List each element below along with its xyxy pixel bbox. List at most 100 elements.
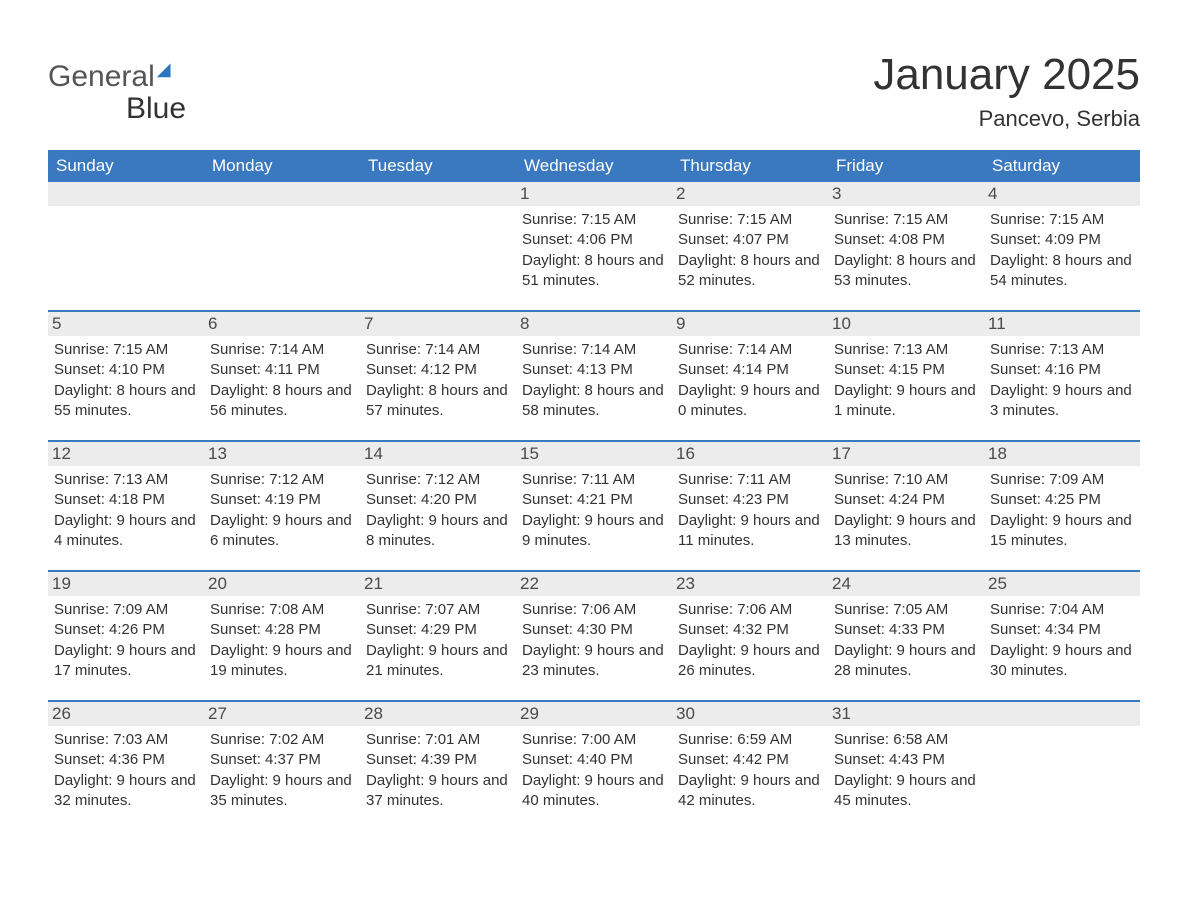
day-details: Sunrise: 7:14 AMSunset: 4:14 PMDaylight:… <box>678 340 822 421</box>
day-details: Sunrise: 7:15 AMSunset: 4:10 PMDaylight:… <box>54 340 198 421</box>
sunset-text: Sunset: 4:32 PM <box>678 620 822 640</box>
sunrise-text: Sunrise: 7:03 AM <box>54 730 198 750</box>
day-number: 15 <box>516 442 672 466</box>
calendar-day: 10 Sunrise: 7:13 AMSunset: 4:15 PMDayligh… <box>828 312 984 440</box>
day-number: . <box>48 182 204 206</box>
day-number: 13 <box>204 442 360 466</box>
daylight-text: Daylight: 9 hours and 13 minutes. <box>834 511 978 552</box>
sunset-text: Sunset: 4:06 PM <box>522 230 666 250</box>
calendar-day: 3Sunrise: 7:15 AMSunset: 4:08 PMDaylight… <box>828 182 984 310</box>
dow-thursday: Thursday <box>672 150 828 182</box>
dow-friday: Friday <box>828 150 984 182</box>
calendar-day: 20Sunrise: 7:08 AMSunset: 4:28 PMDayligh… <box>204 572 360 700</box>
day-number: . <box>204 182 360 206</box>
calendar-day: 26Sunrise: 7:03 AMSunset: 4:36 PMDayligh… <box>48 702 204 830</box>
day-number: 22 <box>516 572 672 596</box>
title-block: January 2025 Pancevo, Serbia <box>873 50 1140 132</box>
day-number: 11 <box>984 312 1140 336</box>
dow-saturday: Saturday <box>984 150 1140 182</box>
calendar-week: 26Sunrise: 7:03 AMSunset: 4:36 PMDayligh… <box>48 700 1140 830</box>
day-number: 3 <box>828 182 984 206</box>
dow-wednesday: Wednesday <box>516 150 672 182</box>
day-number: 18 <box>984 442 1140 466</box>
dow-sunday: Sunday <box>48 150 204 182</box>
day-details: Sunrise: 7:13 AMSunset: 4:15 PMDaylight:… <box>834 340 978 421</box>
daylight-text: Daylight: 9 hours and 8 minutes. <box>366 511 510 552</box>
calendar-day: 8 Sunrise: 7:14 AMSunset: 4:13 PMDaylight… <box>516 312 672 440</box>
day-number: 8 <box>516 312 672 336</box>
daylight-text: Daylight: 9 hours and 23 minutes. <box>522 641 666 682</box>
sunrise-text: Sunrise: 7:09 AM <box>54 600 198 620</box>
sunset-text: Sunset: 4:20 PM <box>366 490 510 510</box>
daylight-text: Daylight: 8 hours and 54 minutes. <box>990 251 1134 292</box>
day-number: 25 <box>984 572 1140 596</box>
day-details: Sunrise: 6:58 AMSunset: 4:43 PMDaylight:… <box>834 730 978 811</box>
sunset-text: Sunset: 4:42 PM <box>678 750 822 770</box>
sunset-text: Sunset: 4:39 PM <box>366 750 510 770</box>
sunset-text: Sunset: 4:43 PM <box>834 750 978 770</box>
day-details: Sunrise: 7:07 AMSunset: 4:29 PMDaylight:… <box>366 600 510 681</box>
day-number: 16 <box>672 442 828 466</box>
sunrise-text: Sunrise: 7:11 AM <box>522 470 666 490</box>
day-details: Sunrise: 7:05 AMSunset: 4:33 PMDaylight:… <box>834 600 978 681</box>
sunrise-text: Sunrise: 7:06 AM <box>678 600 822 620</box>
daylight-text: Daylight: 9 hours and 0 minutes. <box>678 381 822 422</box>
calendar-day: 18Sunrise: 7:09 AMSunset: 4:25 PMDayligh… <box>984 442 1140 570</box>
day-number: 10 <box>828 312 984 336</box>
calendar-day: 15 Sunrise: 7:11 AMSunset: 4:21 PMDayligh… <box>516 442 672 570</box>
sunrise-text: Sunrise: 7:15 AM <box>990 210 1134 230</box>
day-details: Sunrise: 7:08 AMSunset: 4:28 PMDaylight:… <box>210 600 354 681</box>
day-number: 9 <box>672 312 828 336</box>
day-number: . <box>984 702 1140 726</box>
sunrise-text: Sunrise: 7:13 AM <box>54 470 198 490</box>
day-details: Sunrise: 7:03 AMSunset: 4:36 PMDaylight:… <box>54 730 198 811</box>
sunrise-text: Sunrise: 7:07 AM <box>366 600 510 620</box>
sunrise-text: Sunrise: 7:06 AM <box>522 600 666 620</box>
calendar-day: 21Sunrise: 7:07 AMSunset: 4:29 PMDayligh… <box>360 572 516 700</box>
sunrise-text: Sunrise: 7:13 AM <box>990 340 1134 360</box>
day-details: Sunrise: 7:09 AMSunset: 4:26 PMDaylight:… <box>54 600 198 681</box>
day-details: Sunrise: 7:13 AMSunset: 4:18 PMDaylight:… <box>54 470 198 551</box>
daylight-text: Daylight: 9 hours and 19 minutes. <box>210 641 354 682</box>
calendar-day: 31Sunrise: 6:58 AMSunset: 4:43 PMDayligh… <box>828 702 984 830</box>
sunrise-text: Sunrise: 7:13 AM <box>834 340 978 360</box>
daylight-text: Daylight: 9 hours and 37 minutes. <box>366 771 510 812</box>
day-details: Sunrise: 7:15 AMSunset: 4:09 PMDaylight:… <box>990 210 1134 291</box>
daylight-text: Daylight: 9 hours and 45 minutes. <box>834 771 978 812</box>
day-number: 30 <box>672 702 828 726</box>
logo-part2: Blue <box>126 92 186 125</box>
calendar-day: 14Sunrise: 7:12 AMSunset: 4:20 PMDayligh… <box>360 442 516 570</box>
day-details: Sunrise: 7:11 AMSunset: 4:21 PMDaylight:… <box>522 470 666 551</box>
sunset-text: Sunset: 4:13 PM <box>522 360 666 380</box>
daylight-text: Daylight: 8 hours and 58 minutes. <box>522 381 666 422</box>
day-number: 19 <box>48 572 204 596</box>
sunrise-text: Sunrise: 7:14 AM <box>522 340 666 360</box>
sunset-text: Sunset: 4:30 PM <box>522 620 666 640</box>
day-number: 7 <box>360 312 516 336</box>
day-details: Sunrise: 7:13 AMSunset: 4:16 PMDaylight:… <box>990 340 1134 421</box>
day-details: Sunrise: 7:11 AMSunset: 4:23 PMDaylight:… <box>678 470 822 551</box>
location: Pancevo, Serbia <box>873 106 1140 132</box>
sunrise-text: Sunrise: 7:15 AM <box>522 210 666 230</box>
sunset-text: Sunset: 4:19 PM <box>210 490 354 510</box>
calendar-day: 11 Sunrise: 7:13 AMSunset: 4:16 PMDayligh… <box>984 312 1140 440</box>
calendar-day: 4Sunrise: 7:15 AMSunset: 4:09 PMDaylight… <box>984 182 1140 310</box>
daylight-text: Daylight: 9 hours and 26 minutes. <box>678 641 822 682</box>
daylight-text: Daylight: 8 hours and 57 minutes. <box>366 381 510 422</box>
calendar-day: 5Sunrise: 7:15 AMSunset: 4:10 PMDaylight… <box>48 312 204 440</box>
day-details: Sunrise: 7:01 AMSunset: 4:39 PMDaylight:… <box>366 730 510 811</box>
sunset-text: Sunset: 4:28 PM <box>210 620 354 640</box>
daylight-text: Daylight: 9 hours and 21 minutes. <box>366 641 510 682</box>
page-header: General◢ January 2025 Pancevo, Serbia <box>48 50 1140 132</box>
calendar-day: 19 Sunrise: 7:09 AMSunset: 4:26 PMDayligh… <box>48 572 204 700</box>
day-details: Sunrise: 7:06 AMSunset: 4:32 PMDaylight:… <box>678 600 822 681</box>
logo-part1: General <box>48 60 155 94</box>
month-title: January 2025 <box>873 50 1140 100</box>
daylight-text: Daylight: 9 hours and 40 minutes. <box>522 771 666 812</box>
sunrise-text: Sunrise: 7:15 AM <box>678 210 822 230</box>
sunrise-text: Sunrise: 6:58 AM <box>834 730 978 750</box>
sunset-text: Sunset: 4:36 PM <box>54 750 198 770</box>
day-number: 6 <box>204 312 360 336</box>
day-details: Sunrise: 7:14 AMSunset: 4:11 PMDaylight:… <box>210 340 354 421</box>
day-details: Sunrise: 7:12 AMSunset: 4:19 PMDaylight:… <box>210 470 354 551</box>
